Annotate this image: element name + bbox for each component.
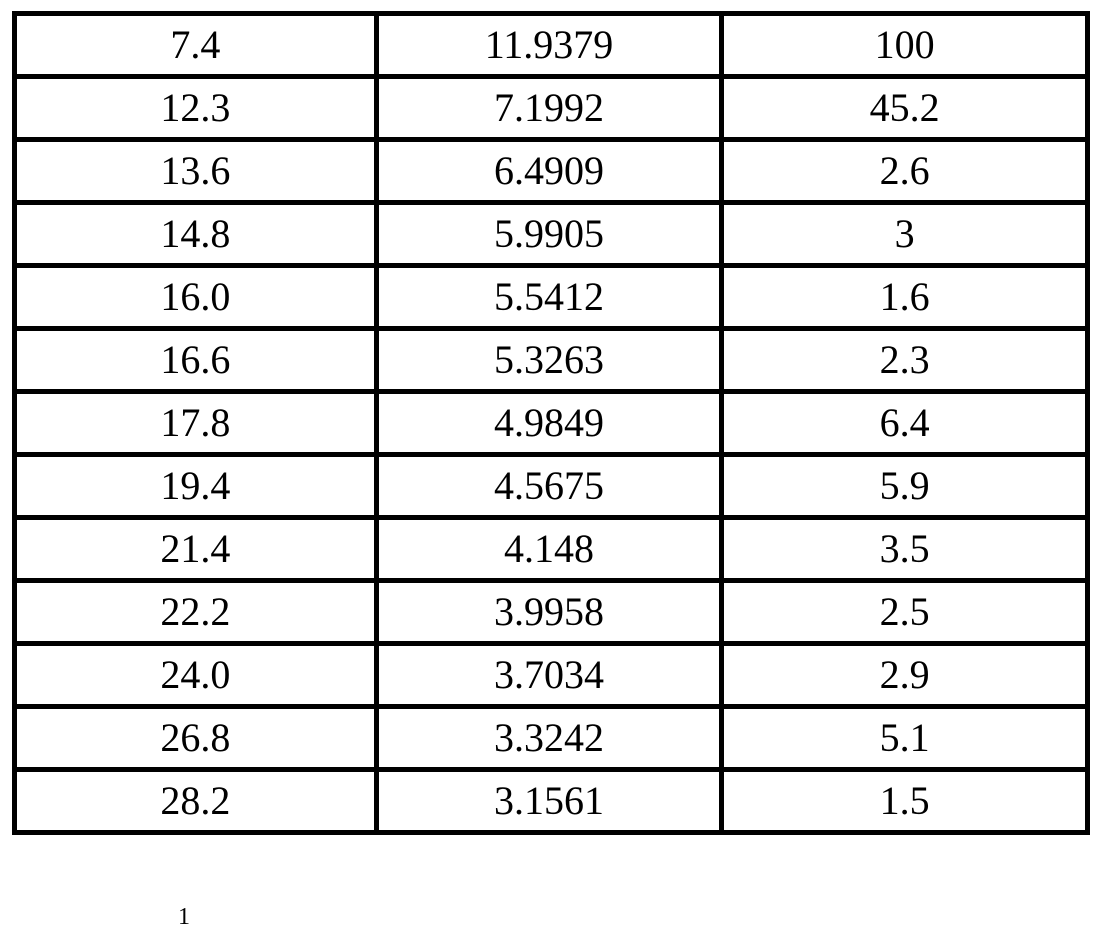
table-cell: 17.8 xyxy=(15,392,377,455)
table-cell: 21.4 xyxy=(15,518,377,581)
table-cell: 4.9849 xyxy=(376,392,722,455)
table-cell: 28.2 xyxy=(15,770,377,833)
table-cell: 5.9905 xyxy=(376,203,722,266)
table-cell: 7.4 xyxy=(15,14,377,77)
table-cell: 12.3 xyxy=(15,77,377,140)
table-row: 24.03.70342.9 xyxy=(15,644,1088,707)
table-cell: 3 xyxy=(722,203,1088,266)
data-table: 7.411.937910012.37.199245.213.66.49092.6… xyxy=(12,11,1090,835)
table-cell: 4.5675 xyxy=(376,455,722,518)
table-cell: 24.0 xyxy=(15,644,377,707)
table-cell: 3.5 xyxy=(722,518,1088,581)
table-row: 12.37.199245.2 xyxy=(15,77,1088,140)
table-cell: 45.2 xyxy=(722,77,1088,140)
table-cell: 3.7034 xyxy=(376,644,722,707)
table-cell: 5.3263 xyxy=(376,329,722,392)
table-cell: 2.9 xyxy=(722,644,1088,707)
table-row: 28.23.15611.5 xyxy=(15,770,1088,833)
table-row: 14.85.99053 xyxy=(15,203,1088,266)
cut-off-text-fragment: 1 xyxy=(178,905,190,929)
table-cell: 3.9958 xyxy=(376,581,722,644)
table-cell: 100 xyxy=(722,14,1088,77)
table-row: 16.65.32632.3 xyxy=(15,329,1088,392)
table-cell: 4.148 xyxy=(376,518,722,581)
table-cell: 5.5412 xyxy=(376,266,722,329)
table-cell: 3.3242 xyxy=(376,707,722,770)
table-cell: 2.6 xyxy=(722,140,1088,203)
table-cell: 26.8 xyxy=(15,707,377,770)
table-cell: 2.5 xyxy=(722,581,1088,644)
table-cell: 6.4909 xyxy=(376,140,722,203)
table-cell: 7.1992 xyxy=(376,77,722,140)
table-cell: 3.1561 xyxy=(376,770,722,833)
table-cell: 16.6 xyxy=(15,329,377,392)
table-cell: 6.4 xyxy=(722,392,1088,455)
table-row: 13.66.49092.6 xyxy=(15,140,1088,203)
table-cell: 11.9379 xyxy=(376,14,722,77)
table-cell: 5.9 xyxy=(722,455,1088,518)
table-row: 19.44.56755.9 xyxy=(15,455,1088,518)
table-cell: 22.2 xyxy=(15,581,377,644)
table-cell: 14.8 xyxy=(15,203,377,266)
table-cell: 13.6 xyxy=(15,140,377,203)
table-cell: 5.1 xyxy=(722,707,1088,770)
table-cell: 19.4 xyxy=(15,455,377,518)
table-cell: 2.3 xyxy=(722,329,1088,392)
table-row: 22.23.99582.5 xyxy=(15,581,1088,644)
table-cell: 1.6 xyxy=(722,266,1088,329)
table-row: 26.83.32425.1 xyxy=(15,707,1088,770)
table-row: 17.84.98496.4 xyxy=(15,392,1088,455)
table-row: 7.411.9379100 xyxy=(15,14,1088,77)
table-row: 21.44.1483.5 xyxy=(15,518,1088,581)
table-cell: 1.5 xyxy=(722,770,1088,833)
table-cell: 16.0 xyxy=(15,266,377,329)
table-row: 16.05.54121.6 xyxy=(15,266,1088,329)
